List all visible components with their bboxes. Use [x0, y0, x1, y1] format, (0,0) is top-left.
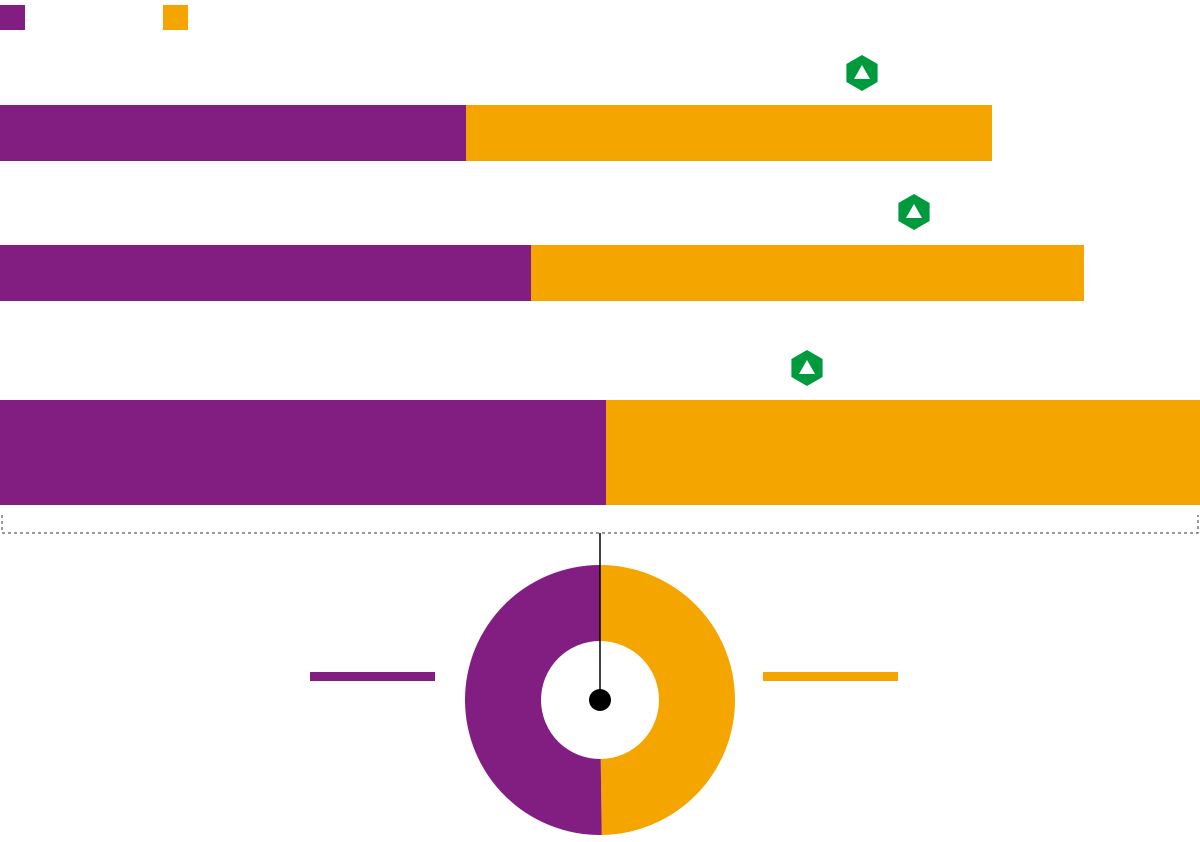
trend-icon	[846, 55, 878, 91]
bar-segment	[0, 400, 606, 505]
legend-line	[763, 672, 898, 681]
legend-line	[310, 672, 435, 681]
legend-swatch	[163, 5, 188, 30]
bar-segment	[466, 105, 992, 161]
donut-slice	[464, 565, 602, 835]
center-dot	[589, 689, 611, 711]
bar-segment	[606, 400, 1200, 505]
bar-segment	[531, 245, 1084, 301]
legend-swatch	[0, 5, 25, 30]
bracket	[1, 515, 1199, 534]
donut-slice	[600, 565, 735, 835]
bar-segment	[0, 245, 531, 301]
trend-icon	[898, 194, 930, 230]
bar-segment	[0, 105, 466, 161]
trend-icon	[791, 350, 823, 386]
